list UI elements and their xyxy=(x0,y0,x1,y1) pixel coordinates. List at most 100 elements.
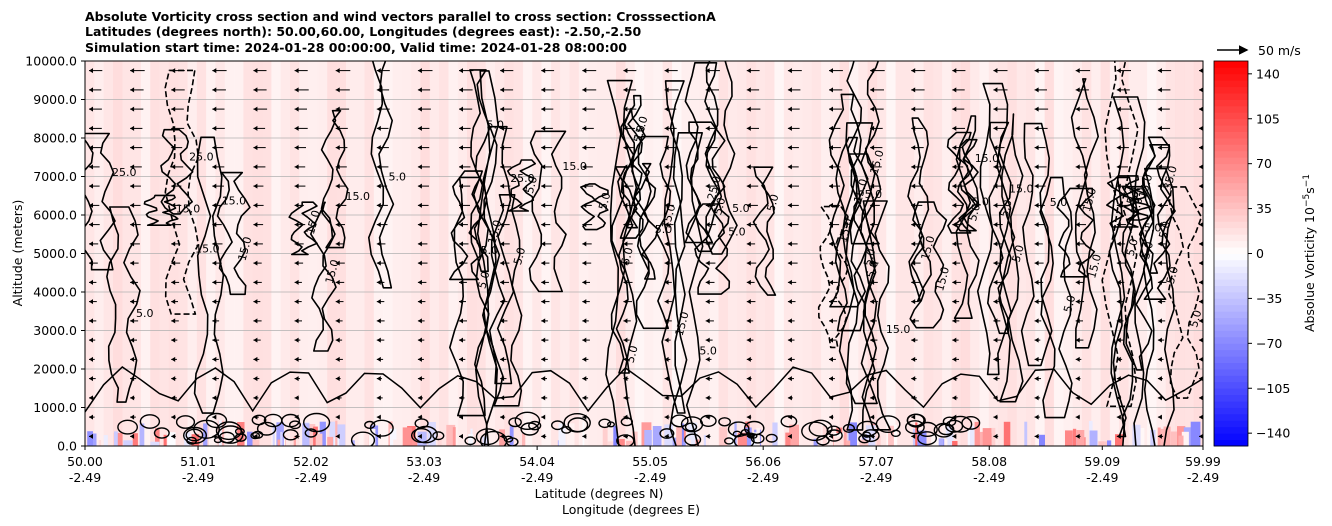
wind-vector-head xyxy=(870,337,875,343)
wind-vector-head xyxy=(582,125,587,131)
wind-vector-head xyxy=(705,68,710,74)
wind-vector-head xyxy=(1157,87,1162,93)
contour-line xyxy=(834,136,869,332)
wind-vector-head xyxy=(1157,241,1162,247)
wind-vector-head xyxy=(664,414,669,420)
contour-label: 5.0 xyxy=(699,344,717,357)
wind-vector-head xyxy=(541,87,546,93)
field-surface-cell xyxy=(888,425,894,446)
y-tick-label: 3000.0 xyxy=(33,323,77,338)
wind-vector-head xyxy=(541,395,546,401)
wind-vector-head xyxy=(130,183,135,189)
field-surface-cell xyxy=(315,433,323,446)
colorbar-band xyxy=(1214,311,1248,319)
contour-label: 5.0 xyxy=(1124,186,1141,206)
wind-vector-head xyxy=(376,68,381,74)
contour-line xyxy=(310,201,337,352)
field-surface-cell xyxy=(1098,441,1104,446)
wind-vector-head xyxy=(335,125,340,131)
field-surface-cell xyxy=(734,421,737,446)
wind-vector-head xyxy=(870,241,875,247)
wind-vector-head xyxy=(1199,318,1203,324)
field-surface-cell xyxy=(581,421,585,446)
field-surface-cell xyxy=(626,440,636,446)
wind-vector-head xyxy=(171,145,176,151)
wind-vector-head xyxy=(294,337,299,343)
contour-line-surface xyxy=(263,413,283,428)
wind-vector-head xyxy=(746,183,751,189)
field-surface-cell xyxy=(218,420,222,446)
contour-label: 5.0 xyxy=(136,307,154,320)
wind-vector-head xyxy=(171,164,176,170)
wind-vector-head xyxy=(705,433,710,439)
wind-vector-head xyxy=(705,414,710,420)
contour-line-surface xyxy=(765,433,778,443)
wind-vector-head xyxy=(829,376,833,382)
wind-vector-head xyxy=(746,433,751,439)
x-tick-label-lat: 53.03 xyxy=(406,454,442,469)
field-surface-cell xyxy=(580,420,583,446)
wind-vector-head xyxy=(829,279,833,285)
wind-vector-head xyxy=(911,106,916,112)
wind-vector-head xyxy=(705,222,710,228)
wind-vector-head xyxy=(623,279,628,285)
wind-vector-head xyxy=(171,241,176,247)
wind-vector-head xyxy=(459,183,463,189)
colorbar-band xyxy=(1214,73,1248,81)
contour-line-surface xyxy=(250,432,261,440)
wind-vector-head xyxy=(130,376,135,382)
field-surface-cell xyxy=(139,423,145,446)
colorbar-band xyxy=(1214,131,1248,139)
wind-vector-head xyxy=(911,318,916,324)
field-surface-cell xyxy=(446,424,456,446)
wind-vector-head xyxy=(130,414,135,420)
wind-vector-head xyxy=(1199,395,1203,401)
wind-vector-head xyxy=(829,164,833,170)
wind-vector-head xyxy=(1116,222,1121,228)
wind-vector-head xyxy=(746,202,751,208)
colorbar-band xyxy=(1214,413,1248,421)
x-tick-label-lat: 52.02 xyxy=(293,454,329,469)
wind-vector-head xyxy=(1199,241,1203,247)
wind-vector-head xyxy=(705,279,710,285)
contour-label: 5.0 xyxy=(487,119,505,132)
wind-vector-head xyxy=(582,183,587,189)
wind-vector-head xyxy=(459,125,463,131)
contour-line xyxy=(1056,187,1096,278)
wind-vector-head xyxy=(787,68,792,74)
wind-vector-head xyxy=(787,87,792,93)
field-surface-cell xyxy=(368,428,376,446)
wind-vector-head xyxy=(993,395,998,401)
wind-vector-head xyxy=(870,125,875,131)
contour-line-surface xyxy=(175,415,196,429)
colorbar-band xyxy=(1214,394,1248,402)
wind-vector-head xyxy=(253,145,258,151)
wind-vector-head xyxy=(335,241,340,247)
wind-vector-head xyxy=(664,356,669,362)
contour-line xyxy=(1106,175,1140,228)
wind-vector-head xyxy=(89,241,93,247)
wind-vector-head xyxy=(952,145,957,151)
field-surface-cell xyxy=(682,441,686,446)
wind-vector-head xyxy=(911,202,916,208)
field-surface-cell xyxy=(103,435,108,446)
colorbar-band xyxy=(1214,189,1248,197)
x-tick-label-lon: -2.49 xyxy=(295,470,327,485)
wind-vector-head xyxy=(1199,183,1203,189)
wind-vector-head xyxy=(1116,318,1121,324)
wind-vector-head xyxy=(746,260,751,266)
wind-vector-head xyxy=(335,222,340,228)
wind-vector-head xyxy=(459,202,463,208)
contour-label: 15.0 xyxy=(851,177,870,204)
field-surface-cell xyxy=(756,428,760,446)
wind-vector-head xyxy=(1034,202,1039,208)
field-surface-cell xyxy=(703,435,706,446)
contour-label: 15.0 xyxy=(346,190,371,203)
wind-vector-head xyxy=(253,68,258,74)
wind-vector-head xyxy=(171,260,176,266)
wind-vector-head xyxy=(787,433,792,439)
wind-vector-head xyxy=(171,279,176,285)
wind-vector-head xyxy=(664,87,669,93)
wind-vector-head xyxy=(294,183,299,189)
wind-vector-head xyxy=(1199,299,1203,305)
